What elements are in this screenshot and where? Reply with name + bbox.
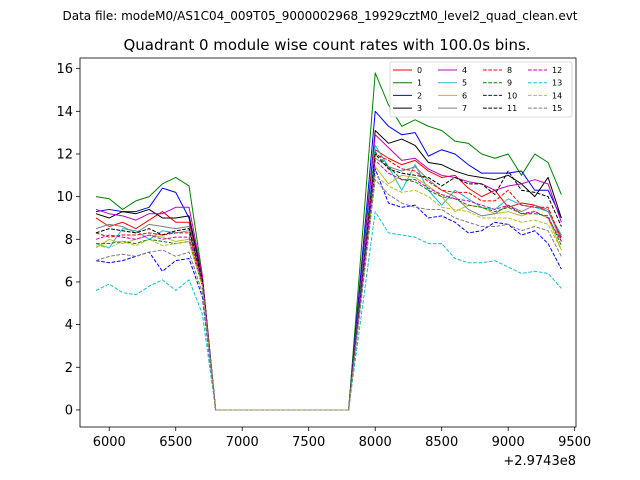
legend-box [389,61,573,118]
plot-series-group [95,72,562,411]
series-line-12 [95,159,562,411]
x-tick-label: 6500 [159,435,192,450]
legend-label-2: 2 [417,91,422,100]
axes-frame [79,57,577,428]
y-tick-label: 10 [56,190,73,205]
legend-label-11: 11 [507,104,517,113]
x-tick-label: 9000 [492,435,525,450]
x-axis: 6000 6500 7000 7500 8000 8500 9000 9500 [93,427,591,450]
chart-title: Quadrant 0 module wise count rates with … [123,36,530,54]
legend-label-3: 3 [417,104,422,113]
legend-label-14: 14 [552,91,562,100]
y-tick-label: 0 [65,403,73,418]
legend-label-6: 6 [462,91,467,100]
x-tick-label: 6000 [93,435,126,450]
x-tick-label: 8500 [425,435,458,450]
figure-suptitle: Data file: modeM0/AS1C04_009T05_90000029… [62,9,577,23]
legend-label-1: 1 [417,79,422,88]
legend-label-0: 0 [417,66,422,75]
legend-label-4: 4 [462,66,467,75]
legend-label-12: 12 [552,66,562,75]
x-tick-label: 8000 [359,435,392,450]
x-tick-label: 7000 [226,435,259,450]
x-tick-label: 7500 [292,435,325,450]
y-tick-label: 2 [65,361,73,376]
y-tick-label: 4 [65,318,73,333]
series-line-15 [95,179,562,411]
y-axis: 0 2 4 6 8 10 12 14 16 [56,62,80,418]
legend-label-15: 15 [552,104,562,113]
series-line-8 [95,153,562,411]
y-tick-label: 16 [56,62,73,77]
y-tick-label: 6 [65,275,73,290]
y-tick-label: 12 [56,147,73,162]
legend-label-9: 9 [507,79,512,88]
series-line-10 [95,168,562,411]
legend-label-8: 8 [507,66,512,75]
series-line-14 [95,174,562,411]
legend-label-7: 7 [462,104,467,113]
x-tick-label: 9500 [558,435,591,450]
legend-label-13: 13 [552,79,562,88]
legend-label-5: 5 [462,79,467,88]
y-tick-label: 8 [65,233,73,248]
x-axis-offset-label: +2.9743e8 [503,454,576,469]
series-line-13 [95,211,562,411]
legend-label-10: 10 [507,91,517,100]
y-tick-label: 14 [56,105,73,120]
